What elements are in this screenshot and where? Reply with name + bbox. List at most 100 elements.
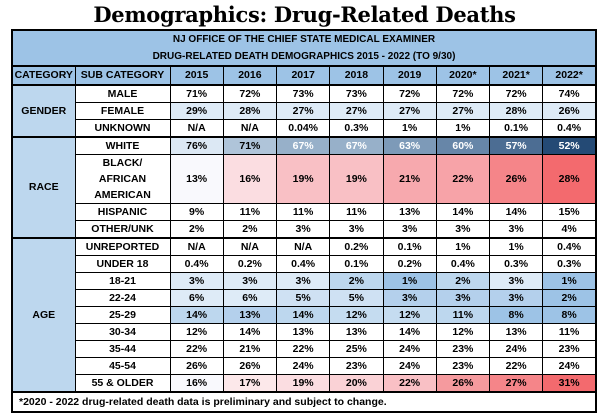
footnote: *2020 - 2022 drug-related death data is … [11, 391, 597, 413]
value-cell: 2% [169, 220, 224, 239]
value-cell: 72% [488, 84, 544, 103]
value-cell: 23% [435, 340, 491, 358]
value-cell: 25% [329, 340, 384, 358]
value-cell: 0.04% [275, 119, 331, 138]
value-cell: 14% [488, 203, 544, 221]
value-cell: 72% [382, 84, 437, 103]
value-cell: 0.4% [169, 255, 224, 273]
value-cell: 3% [488, 272, 544, 290]
value-cell: 23% [435, 357, 491, 375]
value-cell: 24% [382, 340, 437, 358]
value-cell: 0.4% [275, 255, 331, 273]
column-header: 2017 [275, 65, 331, 86]
value-cell: 52% [542, 136, 597, 155]
demographics-table: NJ OFFICE OF THE CHIEF STATE MEDICAL EXA… [11, 29, 597, 413]
value-cell: 4% [542, 220, 597, 239]
value-cell: 27% [275, 102, 331, 120]
value-cell: 13% [382, 203, 437, 221]
column-header: 2022* [542, 65, 597, 86]
subcategory-cell: MALE [74, 84, 171, 103]
subcategory-cell: 30-34 [74, 323, 171, 341]
value-cell: 12% [169, 323, 224, 341]
value-cell: 13% [169, 154, 224, 204]
value-cell: 20% [329, 374, 384, 393]
value-cell: 23% [542, 340, 597, 358]
value-cell: 3% [222, 272, 278, 290]
value-cell: 11% [435, 306, 491, 324]
value-cell: 11% [542, 323, 597, 341]
value-cell: 3% [169, 272, 224, 290]
subcategory-cell: FEMALE [74, 102, 171, 120]
value-cell: 9% [169, 203, 224, 221]
value-cell: 14% [435, 203, 491, 221]
value-cell: 11% [222, 203, 278, 221]
table-row: 45-54 26% 26% 24% 23% 24% 23% 22% 24% [12, 357, 597, 375]
table-row: GENDER MALE 71% 72% 73% 73% 72% 72% 72% 74% [11, 84, 597, 138]
column-header: 2018 [329, 65, 384, 86]
value-cell: 27% [329, 102, 384, 120]
value-cell: N/A [222, 119, 278, 138]
value-cell: 3% [435, 220, 491, 239]
column-header: 2019 [382, 65, 437, 86]
value-cell: 5% [329, 289, 384, 307]
table-row: UNDER 18 0.4% 0.2% 0.4% 0.1% 0.2% 0.4% 0.3% 0.3% [12, 255, 597, 273]
value-cell: 13% [222, 306, 278, 324]
value-cell: 14% [382, 323, 437, 341]
value-cell: 1% [488, 237, 544, 256]
value-cell: 6% [169, 289, 224, 307]
subcategory-line: AMERICAN [94, 189, 151, 201]
column-header: 2016 [222, 65, 278, 86]
value-cell: 6% [222, 289, 278, 307]
table-row: 18-21 3% 3% 3% 2% 1% 2% 3% 1% [12, 272, 597, 290]
value-cell: 13% [329, 323, 384, 341]
value-cell: 3% [275, 272, 331, 290]
table-row: 25-29 14% 13% 14% 12% 12% 11% 8% 8% [12, 306, 597, 324]
footnote-row: *2020 - 2022 drug-related death data is … [11, 391, 597, 413]
value-cell: 72% [222, 84, 278, 103]
value-cell: 8% [542, 306, 597, 324]
subcategory-line: BLACK/ [102, 157, 143, 169]
value-cell: 2% [435, 272, 491, 290]
value-cell: 14% [275, 306, 331, 324]
subcategory-cell: 35-44 [74, 340, 171, 358]
value-cell: 0.3% [542, 255, 597, 273]
category-cell: AGE [11, 237, 76, 393]
value-cell: 71% [222, 136, 278, 155]
value-cell: 1% [435, 119, 491, 138]
value-cell: 11% [329, 203, 384, 221]
value-cell: 19% [275, 154, 331, 204]
value-cell: 26% [488, 154, 544, 204]
subcategory-cell: OTHER/UNK [74, 220, 171, 239]
value-cell: 17% [222, 374, 278, 393]
value-cell: 2% [222, 220, 278, 239]
value-cell: 0.2% [382, 255, 437, 273]
value-cell: 74% [542, 84, 597, 103]
header-line-2: DRUG-RELATED DEATH DEMOGRAPHICS 2015 - 2… [12, 48, 596, 67]
value-cell: 67% [329, 136, 384, 155]
value-cell: 1% [382, 272, 437, 290]
value-cell: 22% [169, 340, 224, 358]
value-cell: 26% [222, 357, 278, 375]
value-cell: 3% [488, 220, 544, 239]
value-cell: 16% [222, 154, 278, 204]
value-cell: 19% [329, 154, 384, 204]
value-cell: 3% [275, 220, 331, 239]
subcategory-cell: BLACK/AFRICAN AMERICAN [74, 154, 171, 204]
subcategory-cell: 18-21 [74, 272, 171, 290]
value-cell: 0.3% [488, 255, 544, 273]
value-cell: 14% [222, 323, 278, 341]
table-row: 30-34 12% 14% 13% 13% 14% 12% 13% 11% [12, 323, 597, 341]
subcategory-cell: 25-29 [74, 306, 171, 324]
value-cell: 28% [488, 102, 544, 120]
value-cell: 22% [435, 154, 491, 204]
value-cell: 0.3% [329, 119, 384, 138]
value-cell: 0.2% [329, 237, 384, 256]
value-cell: 73% [275, 84, 331, 103]
value-cell: 3% [329, 220, 384, 239]
column-header: CATEGORY [11, 65, 76, 86]
value-cell: 29% [169, 102, 224, 120]
value-cell: N/A [169, 237, 224, 256]
column-header: 2020* [435, 65, 491, 86]
value-cell: 26% [542, 102, 597, 120]
page-title: Demographics: Drug-Related Deaths [93, 2, 516, 27]
